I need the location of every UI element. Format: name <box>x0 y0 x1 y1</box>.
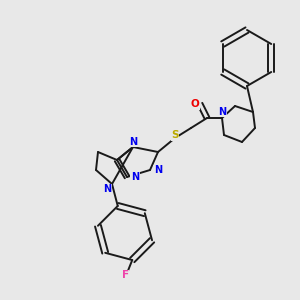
Text: N: N <box>131 172 139 182</box>
Text: N: N <box>129 137 137 147</box>
Text: N: N <box>103 184 111 194</box>
Text: F: F <box>122 270 129 280</box>
Text: S: S <box>171 130 179 140</box>
Text: O: O <box>190 99 200 109</box>
Text: N: N <box>218 107 226 117</box>
Text: N: N <box>154 165 162 175</box>
